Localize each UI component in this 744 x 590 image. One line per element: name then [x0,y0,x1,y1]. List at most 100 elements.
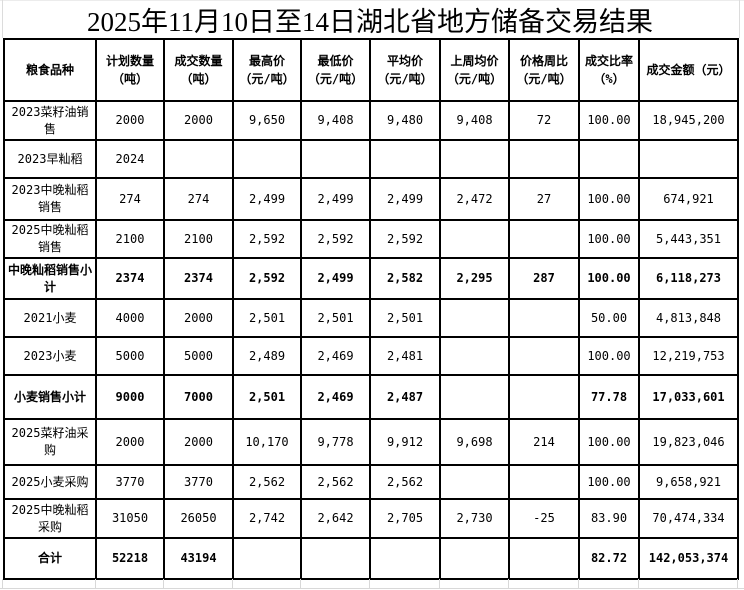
row-label: 2025中晚籼稻销售 [3,219,97,259]
cell: 10,170 [232,418,302,466]
table-row: 2023小麦 5000 5000 2,489 2,469 2,481 100.0… [3,336,739,376]
cell: 100.00 [578,464,640,500]
cell: 3770 [163,464,234,500]
table-row: 2021小麦 4000 2000 2,501 2,501 2,501 50.00… [3,298,739,338]
cell: 70,474,334 [638,498,739,539]
subtotal-row-rice: 中晚籼稻销售小计 2374 2374 2,592 2,499 2,582 2,2… [3,257,739,300]
table-row: 2023中晚籼稻销售 274 274 2,499 2,499 2,499 2,4… [3,177,739,221]
cell: 2,501 [300,298,371,338]
cell [439,219,510,259]
cell: 9,698 [439,418,510,466]
cell [508,139,580,179]
cell: -25 [508,498,580,539]
column-header-traded-qty: 成交数量 （吨） [163,38,234,102]
cell: 9,408 [439,100,510,141]
cell: 2,487 [369,374,441,420]
cell: 26050 [163,498,234,539]
column-header-planned-qty: 计划数量 （吨） [95,38,165,102]
grid-tick [439,579,440,588]
header-row: 粮食品种 计划数量 （吨） 成交数量 （吨） 最高价 （元/吨） 最低价 （元/… [3,38,739,102]
cell: 2024 [95,139,165,179]
cell: 82.72 [578,537,640,580]
cell: 9000 [95,374,165,420]
cell: 2,592 [300,219,371,259]
cell: 12,219,753 [638,336,739,376]
table-row: 2025中晚籼稻销售 2100 2100 2,592 2,592 2,592 1… [3,219,739,259]
cell: 100.00 [578,177,640,221]
cell [508,219,580,259]
table-row: 2025中晚籼稻采购 31050 26050 2,742 2,642 2,705… [3,498,739,539]
cell: 142,053,374 [638,537,739,580]
grid-line-top [0,0,744,1]
results-table: 粮食品种 计划数量 （吨） 成交数量 （吨） 最高价 （元/吨） 最低价 （元/… [3,38,739,580]
cell [369,537,441,580]
cell: 2100 [163,219,234,259]
grid-tick [95,579,96,588]
cell: 2,592 [232,257,302,300]
cell [638,139,739,179]
row-label: 2025小麦采购 [3,464,97,500]
cell [232,537,302,580]
cell [369,139,441,179]
row-label: 2025中晚籼稻采购 [3,498,97,539]
cell: 5,443,351 [638,219,739,259]
cell: 2,562 [232,464,302,500]
row-label: 2023小麦 [3,336,97,376]
subtotal-row-wheat: 小麦销售小计 9000 7000 2,501 2,469 2,487 77.78… [3,374,739,420]
cell [439,537,510,580]
cell: 287 [508,257,580,300]
cell: 100.00 [578,100,640,141]
column-header-price-wow: 价格周比 （元/吨） [508,38,580,102]
cell [508,298,580,338]
cell: 2,501 [232,374,302,420]
cell: 83.90 [578,498,640,539]
cell: 2,489 [232,336,302,376]
grid-tick [578,579,579,588]
cell: 2,499 [300,177,371,221]
cell [578,139,640,179]
cell [439,139,510,179]
column-header-highest-price: 最高价 （元/吨） [232,38,302,102]
cell: 2,499 [300,257,371,300]
table-row: 2025菜籽油采购 2000 2000 10,170 9,778 9,912 9… [3,418,739,466]
cell: 2374 [95,257,165,300]
column-header-lastweek-price: 上周均价 （元/吨） [439,38,510,102]
cell: 2,469 [300,374,371,420]
cell: 100.00 [578,219,640,259]
cell: 7000 [163,374,234,420]
cell: 2,481 [369,336,441,376]
cell: 2,469 [300,336,371,376]
grid-tick [508,579,509,588]
cell: 18,945,200 [638,100,739,141]
cell: 19,823,046 [638,418,739,466]
cell: 27 [508,177,580,221]
grid-tick [163,579,164,588]
cell: 2000 [95,418,165,466]
cell: 100.00 [578,257,640,300]
cell: 214 [508,418,580,466]
grid-tick [369,579,370,588]
cell: 2000 [95,100,165,141]
column-header-grain-variety: 粮食品种 [3,38,97,102]
cell: 9,912 [369,418,441,466]
grid-line-right [739,0,740,38]
cell [300,139,371,179]
cell: 2000 [163,418,234,466]
cell: 9,408 [300,100,371,141]
cell: 2000 [163,298,234,338]
cell: 2,582 [369,257,441,300]
row-label: 2023中晚籼稻销售 [3,177,97,221]
cell: 4000 [95,298,165,338]
cell: 274 [95,177,165,221]
table-row: 2025小麦采购 3770 3770 2,562 2,562 2,562 100… [3,464,739,500]
table-row: 2023早籼稻 2024 [3,139,739,179]
column-header-trade-ratio: 成交比率 （%） [578,38,640,102]
cell: 2,592 [369,219,441,259]
cell: 17,033,601 [638,374,739,420]
cell: 9,480 [369,100,441,141]
spreadsheet-gridline-strip [0,578,744,590]
grid-tick [638,579,639,588]
grid-tick [232,579,233,588]
total-row: 合计 52218 43194 82.72 142,053,374 [3,537,739,580]
